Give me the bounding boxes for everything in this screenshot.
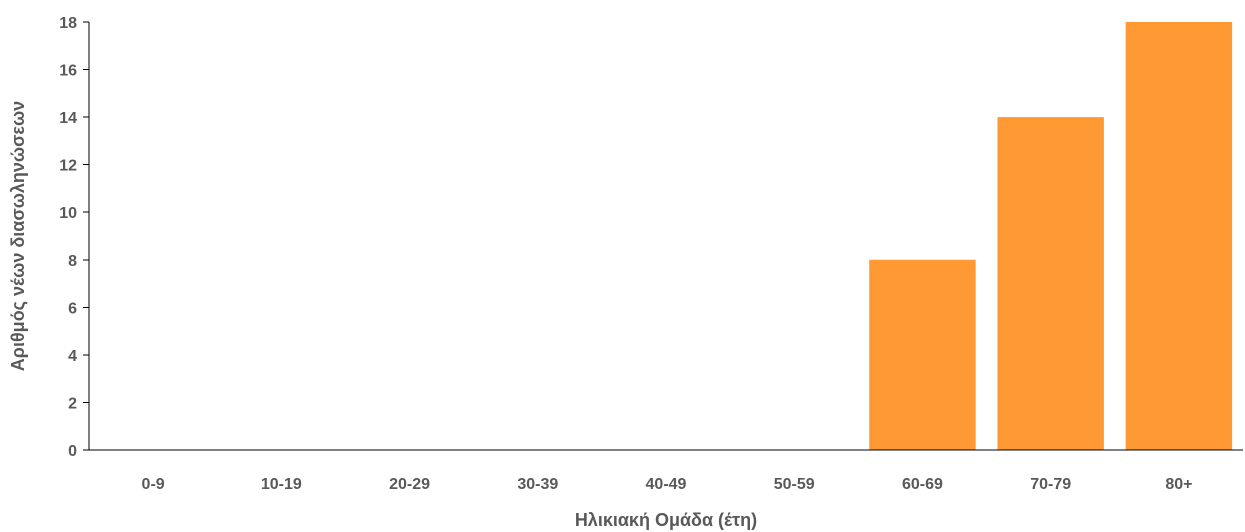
x-tick-label: 60-69	[902, 476, 943, 493]
y-tick-label: 0	[68, 443, 77, 460]
x-tick-label: 10-19	[261, 476, 302, 493]
y-tick-label: 16	[59, 63, 77, 80]
y-tick-label: 2	[68, 395, 77, 412]
x-tick-label: 0-9	[142, 476, 165, 493]
y-axis-ticks: 0 2 4 6 8 10 12 14 16 18	[59, 15, 89, 460]
bar-80+	[1125, 22, 1233, 450]
y-tick-label: 10	[59, 205, 77, 222]
y-tick-label: 12	[59, 158, 77, 175]
y-tick-label: 18	[59, 15, 77, 32]
bar-60-69	[869, 259, 976, 450]
x-tick-label: 30-39	[517, 476, 558, 493]
x-axis-title: Ηλικιακή Ομάδα (έτη)	[575, 510, 757, 530]
y-axis-title: Αριθμός νέων διασωληνώσεων	[8, 101, 28, 371]
x-tick-label: 70-79	[1030, 476, 1071, 493]
x-tick-label: 40-49	[646, 476, 687, 493]
y-tick-label: 6	[68, 300, 77, 317]
y-tick-label: 4	[68, 348, 77, 365]
bar-70-79	[997, 117, 1104, 450]
x-tick-label: 50-59	[774, 476, 815, 493]
y-tick-label: 14	[59, 110, 77, 127]
bars-group	[869, 22, 1233, 450]
x-axis-ticks: 0-9 10-19 20-29 30-39 40-49 50-59 60-69 70-79 80…	[142, 476, 1193, 493]
y-tick-label: 8	[68, 253, 77, 270]
x-tick-label: 20-29	[389, 476, 430, 493]
x-tick-label: 80+	[1165, 476, 1192, 493]
